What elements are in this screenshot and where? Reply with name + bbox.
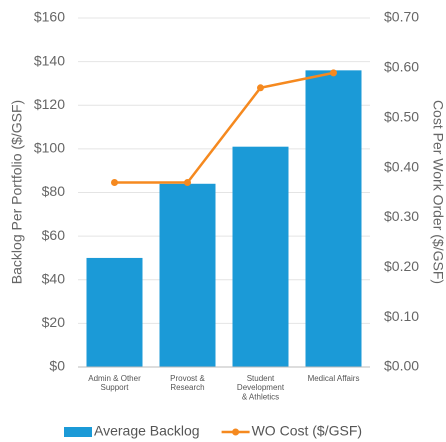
legend-label: Average Backlog — [94, 423, 200, 439]
bar — [232, 146, 289, 367]
bar — [86, 257, 143, 367]
y-tick-label: $160 — [34, 9, 65, 25]
y-tick-label: $60 — [42, 227, 66, 243]
y2-tick-label: $0.60 — [384, 59, 419, 75]
legend-label: WO Cost ($/GSF) — [252, 423, 362, 439]
bar — [305, 70, 362, 367]
y2-tick-label: $0.40 — [384, 158, 419, 174]
x-tick-label: Provost & Research — [170, 374, 205, 392]
line — [114, 71, 334, 184]
y-tick-label: $40 — [42, 270, 66, 286]
y2-tick-label: $0.30 — [384, 208, 419, 224]
x-tick-label: Admin & Other Support — [88, 374, 141, 392]
y-tick-label: $100 — [34, 140, 65, 156]
y-tick-label: $80 — [42, 183, 66, 199]
y2-tick-label: $0.70 — [384, 9, 419, 25]
legend-marker — [232, 428, 240, 436]
y-tick-label: $120 — [34, 96, 65, 112]
y2-axis-title: Cost Per Work Order ($/GSF) — [430, 100, 446, 284]
y-axis-title: Backlog Per Portfolio ($/GSF) — [9, 100, 25, 284]
y2-tick-label: $0.50 — [384, 108, 419, 124]
x-tick-label: Student Development & Athletics — [237, 374, 285, 401]
x-tick-label: Medical Affairs — [308, 374, 360, 383]
legend-swatch — [64, 427, 92, 437]
y2-tick-label: $0.10 — [384, 308, 419, 324]
line-marker — [330, 69, 337, 77]
line-marker — [111, 179, 118, 187]
line-marker — [184, 179, 191, 187]
y-tick-label: $140 — [34, 52, 65, 68]
y2-tick-label: $0.00 — [384, 358, 419, 374]
y2-tick-label: $0.20 — [384, 258, 419, 274]
bar — [159, 183, 216, 367]
y-tick-label: $0 — [49, 358, 65, 374]
line-marker — [257, 84, 264, 92]
y-tick-label: $20 — [42, 314, 66, 330]
